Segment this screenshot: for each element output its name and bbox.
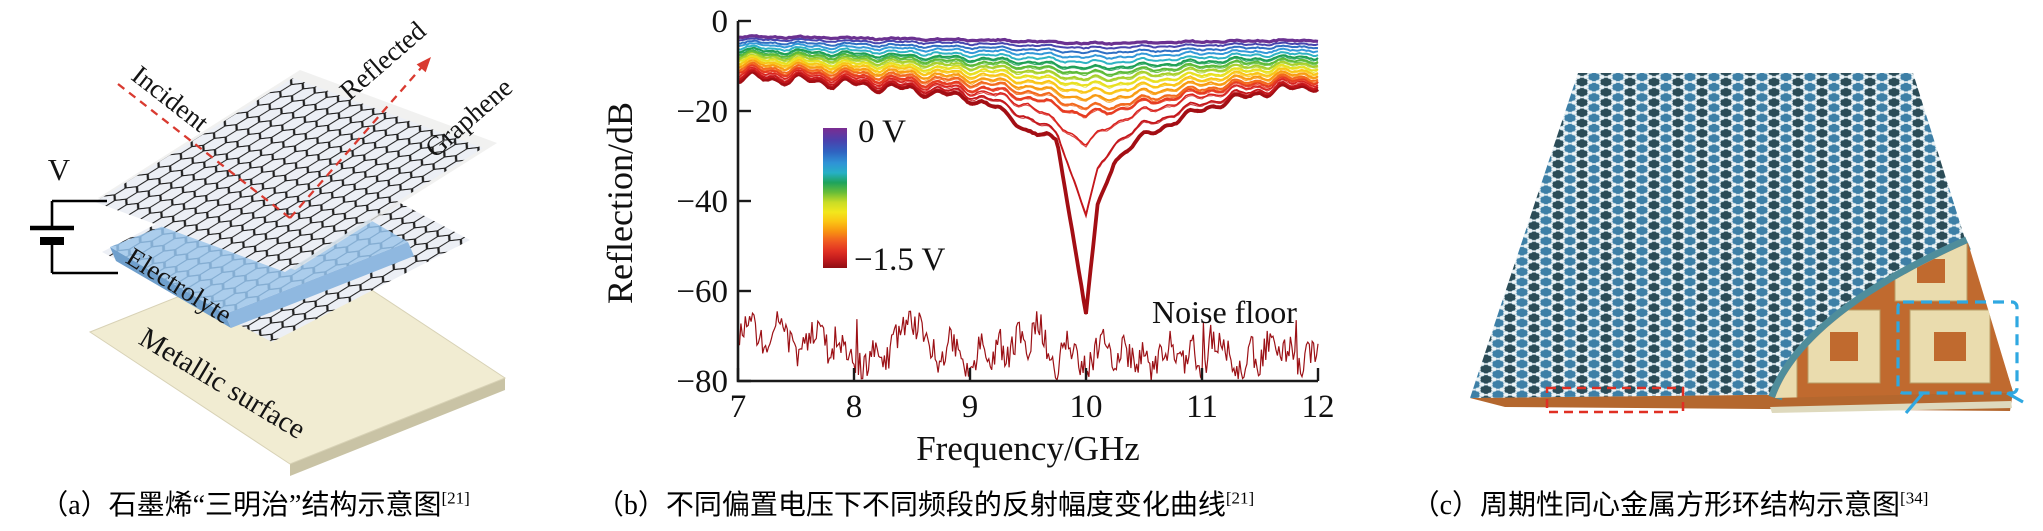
y-tick-label: −80 <box>676 364 728 400</box>
y-tick-label: −60 <box>676 274 728 310</box>
y-tick-label: −40 <box>676 184 728 220</box>
curve-echo-−0.7 V <box>738 53 1319 83</box>
panel-b-chart: 0 V −1.5 V 0 −20 −40 −60 −80 7 8 9 10 11 12 Reflectio… <box>540 0 1340 478</box>
curve-echo-−0.6 V <box>738 50 1319 78</box>
colorbar-bottom-label: −1.5 V <box>854 242 946 278</box>
y-tick-label: 0 <box>712 4 729 40</box>
metal-layer-side <box>290 378 505 476</box>
caption-c-text: （c）周期性同心金属方形环结构示意图 <box>1411 490 1901 521</box>
x-tick-label: 10 <box>1070 389 1103 425</box>
curve-−0.9 V <box>738 56 1319 95</box>
voltage-colorbar <box>823 128 847 268</box>
graphene-sandwich-drawing <box>30 57 507 476</box>
highlight-leader-right <box>2006 391 2024 404</box>
curve-−0.6 V <box>738 49 1319 76</box>
voltage-source-label: V <box>47 152 71 187</box>
x-tick-label: 8 <box>846 389 863 425</box>
square-ring-hole <box>1830 332 1858 361</box>
caption-b-text: （b）不同偏置电压下不同频段的反射幅度变化曲线 <box>595 490 1226 521</box>
caption-b-ref: [21] <box>1225 488 1255 508</box>
curve-−1.1 V <box>738 61 1319 111</box>
curve-−0.5 V <box>738 46 1319 71</box>
axes <box>736 19 1320 383</box>
curve-−0.3 V <box>738 42 1319 60</box>
electrolyte-left-face <box>110 247 231 328</box>
caption-c: （c）周期性同心金属方形环结构示意图[34] <box>1320 483 2020 523</box>
substrate-under-layer <box>1770 401 2012 413</box>
x-tick-label: 9 <box>962 389 979 425</box>
curve-−0.8 V <box>738 54 1319 88</box>
reflection-chart: 0 V −1.5 V 0 −20 −40 −60 −807 8 9 10 11 12 Reflectio… <box>600 4 1335 468</box>
battery-circuit <box>30 199 118 275</box>
curve-−0.7 V <box>738 51 1319 82</box>
curve-echo-−0.5 V <box>738 48 1319 71</box>
panel-c-illustration <box>1390 0 2043 478</box>
x-axis-label: Frequency/GHz <box>916 429 1140 468</box>
square-ring-hole <box>1934 332 1966 361</box>
caption-a-ref: [21] <box>441 488 470 508</box>
curve-−1.4 V <box>738 68 1319 219</box>
reflected-arrowhead-icon <box>416 57 431 73</box>
curve-−1.0 V <box>738 58 1319 102</box>
plot-area <box>738 34 1319 382</box>
caption-b: （b）不同偏置电压下不同频段的反射幅度变化曲线[21] <box>555 483 1295 523</box>
electrolyte-right-face <box>225 242 414 328</box>
curve-−0.1 V <box>738 37 1319 50</box>
noise-floor-trace <box>738 310 1319 382</box>
highlight-leader-left <box>1904 391 1925 415</box>
sandwich-structure <box>88 70 507 476</box>
unit-cell-highlight-box <box>1896 300 2019 395</box>
curve-echo-−0.9 V <box>738 58 1319 96</box>
curve-−0.2 V <box>738 39 1319 55</box>
curve-echo-−1.4 V <box>738 70 1319 219</box>
panel-a-illustration: V Incident Reflected Graphene Electrolyt… <box>0 0 540 478</box>
x-tick-label: 7 <box>730 389 747 425</box>
curve-−1.5 V <box>738 69 1319 315</box>
x-tick-label: 12 <box>1302 389 1335 425</box>
wave-rays <box>117 59 429 219</box>
caption-a: （a）石墨烯“三明治”结构示意图[21] <box>10 483 500 523</box>
noise-floor-annotation: Noise floor <box>1152 294 1297 330</box>
top-graphene-sheet <box>95 78 483 272</box>
curve-−0.4 V <box>738 44 1319 65</box>
reflected-ray <box>289 59 429 219</box>
graphene-edge-marker-box <box>1545 386 1685 414</box>
y-axis-label: Reflection/dB <box>600 102 640 304</box>
curve-−1.3 V <box>738 66 1319 146</box>
curve-−1.2 V <box>738 63 1319 118</box>
y-tick-label: −20 <box>676 94 728 130</box>
square-ring-structure-drawing <box>1470 73 2024 415</box>
caption-a-text: （a）石墨烯“三明治”结构示意图 <box>40 490 442 521</box>
curve-0 V <box>738 34 1319 46</box>
colorbar-top-label: 0 V <box>858 114 906 150</box>
curve-echo-−1.3 V <box>738 68 1319 148</box>
caption-c-ref: [34] <box>1900 488 1929 508</box>
x-tick-label: 11 <box>1186 389 1218 425</box>
